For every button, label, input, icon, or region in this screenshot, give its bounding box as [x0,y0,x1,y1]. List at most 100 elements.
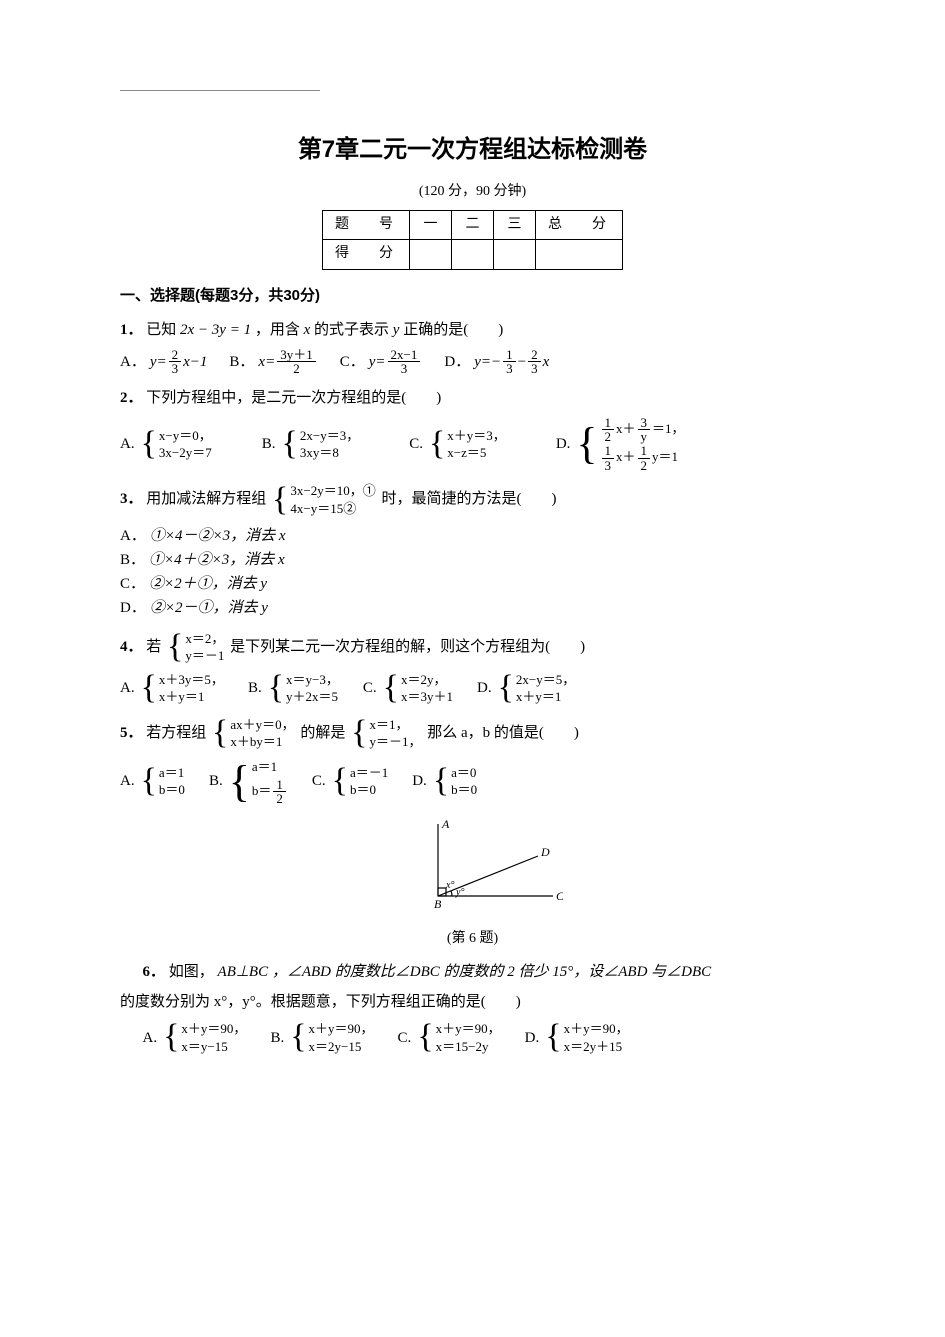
q1-var-y: y [393,322,400,338]
fraction: 12 [638,444,651,472]
equation-system: {2x−y＝5，x＋y＝1 [498,671,576,706]
opt-label: A. [120,432,135,456]
equation-system: { 12x＋3y＝1， 13x＋12y＝1 [576,416,684,473]
sys-row: x＋y＝1 [159,688,224,706]
sys-row: x＝y−15 [181,1038,246,1056]
q1-opt-a: A． y= 23 x−1 [120,348,207,376]
opt-label: B. [262,432,276,456]
sys-text: x＋ [616,421,636,436]
q1-stem-pre: 已知 [146,322,180,338]
left-brace-icon: { [290,1023,306,1052]
page-title: 第7章二元一次方程组达标检测卷 [120,131,825,169]
equation-system: {2x−y＝3，3xy＝8 [282,427,360,462]
sys-row: a＝－1 [350,764,388,782]
left-brace-icon: { [433,767,449,796]
sys-row: x＋y＝90， [436,1020,501,1038]
sys-row: 12x＋3y＝1， [600,416,685,444]
sys-row: y＝－1 [185,647,224,665]
opt-tail: x [543,350,550,374]
sys-row: x＝y−3， [286,671,339,689]
fraction: 3y [638,416,651,444]
q5-opt-a: A.{a＝1b＝0 [120,764,187,799]
q6-opt-d: D.{x＋y＝90，x＝2y＋15 [525,1020,631,1055]
sys-row: x＝3y＋1 [401,688,453,706]
opt-label: A. [143,1026,158,1050]
sys-row: x＝2y＋15 [564,1038,629,1056]
q2-stem: 下列方程组中，是二元一次方程组的是( ) [146,390,441,406]
question-5: 5． 若方程组 {ax＋y＝0，x＋by＝1 的解是 {x＝1，y＝－1， 那么… [120,716,825,751]
q1-var-x: x [304,322,311,338]
sys-row: x−z＝5 [447,444,506,462]
left-brace-icon: { [229,763,250,800]
fraction: 13 [503,348,516,376]
q1-opt-c: C． y= 2x−13 [340,348,423,376]
opt-label: C. [409,432,423,456]
opt-label: B. [209,769,223,793]
q2-opt-a: A. {x−y＝0，3x−2y＝7 [120,427,214,462]
opt-label: A． [120,350,146,374]
q4-number: 4． [120,638,143,654]
svg-text:y°: y° [455,887,464,898]
q1-equation: 2x − 3y = 1 [180,322,251,338]
left-brace-icon: { [351,719,367,748]
q3-opt-a: A．①×4－②×3，消去 x [120,524,458,548]
th-total: 总 分 [536,210,623,239]
q3-options: A．①×4－②×3，消去 x B．①×4＋②×3，消去 x C．②×2＋①，消去… [120,524,825,620]
frac-den: y [638,430,651,444]
q4-opt-b: B.{x＝y−3，y＋2x＝5 [248,671,341,706]
q1-stem-mid2: 的式子表示 [314,322,393,338]
q6-number: 6． [143,964,166,980]
sys-row: x＝2， [185,630,224,648]
sys-text: y＝1 [652,449,678,464]
q6-opt-c: C.{x＋y＝90，x＝15−2y [398,1020,503,1055]
equation-system: {x＝1，y＝－1， [351,716,421,751]
left-brace-icon: { [576,425,597,462]
left-brace-icon: { [167,633,183,662]
left-brace-icon: { [212,719,228,748]
sys-row: x＝2y， [401,671,453,689]
left-brace-icon: { [141,767,157,796]
sys-row: x−y＝0， [159,427,212,445]
equation-system: {x＋y＝90，x＝2y−15 [290,1020,373,1055]
left-brace-icon: { [141,430,157,459]
q3-opt-b: B．①×4＋②×3，消去 x [120,548,458,572]
sys-row: y＝－1， [369,733,421,751]
fraction: 12 [602,416,615,444]
frac-den: 2 [277,362,316,376]
frac-den: 2 [638,459,651,473]
fraction: 12 [273,778,286,806]
equation-system: {ax＋y＝0，x＋by＝1 [212,716,295,751]
sys-row: 2x−y＝3， [300,427,359,445]
q5-stem-pre: 若方程组 [146,725,206,741]
q2-options: A. {x−y＝0，3x−2y＝7 B. {2x−y＝3，3xy＝8 C. {x… [120,416,825,473]
frac-den: 3 [169,362,182,376]
equation-system: {a＝1b＝12 [229,757,288,806]
sys-row: x＝15−2y [436,1038,501,1056]
th-1: 一 [410,210,452,239]
fraction: 2x−13 [388,348,421,376]
frac-den: 3 [528,362,541,376]
opt-label: C． [340,350,365,374]
q3-opt-c: C．②×2＋①，消去 y [120,572,458,596]
q3-opt-d: D．②×2－①，消去 y [120,596,458,620]
sys-row: 3x−2y＝10，① [290,482,375,500]
sys-row: b＝0 [451,781,477,799]
equation-system: {a＝1b＝0 [141,764,185,799]
table-row: 得 分 [323,240,623,269]
opt-text: ②×2＋①，消去 y [149,572,267,596]
frac-num: 1 [602,416,615,431]
equation-system: {3x−2y＝10，①4x−y＝15② [272,482,376,517]
question-6: 6． 如图， AB⊥BC ，∠ABD 的度数比∠DBC 的度数的 2 倍少 15… [120,960,825,984]
equation-system: {x＋3y＝5，x＋y＝1 [141,671,224,706]
sys-row: x＝1， [369,716,421,734]
equation-system: {x＋y＝90，x＝2y＋15 [545,1020,628,1055]
opt-label: B． [229,350,254,374]
q5-opt-b: B.{a＝1b＝12 [209,757,290,806]
opt-mid: − [518,350,526,374]
q2-opt-b: B. {2x−y＝3，3xy＝8 [262,427,361,462]
q5-options: A.{a＝1b＝0 B.{a＝1b＝12 C.{a＝－1b＝0 D.{a＝0b＝… [120,757,825,806]
td-score-label: 得 分 [323,240,410,269]
opt-label: D. [556,432,571,456]
opt-label: D． [444,350,470,374]
opt-label: D. [525,1026,540,1050]
